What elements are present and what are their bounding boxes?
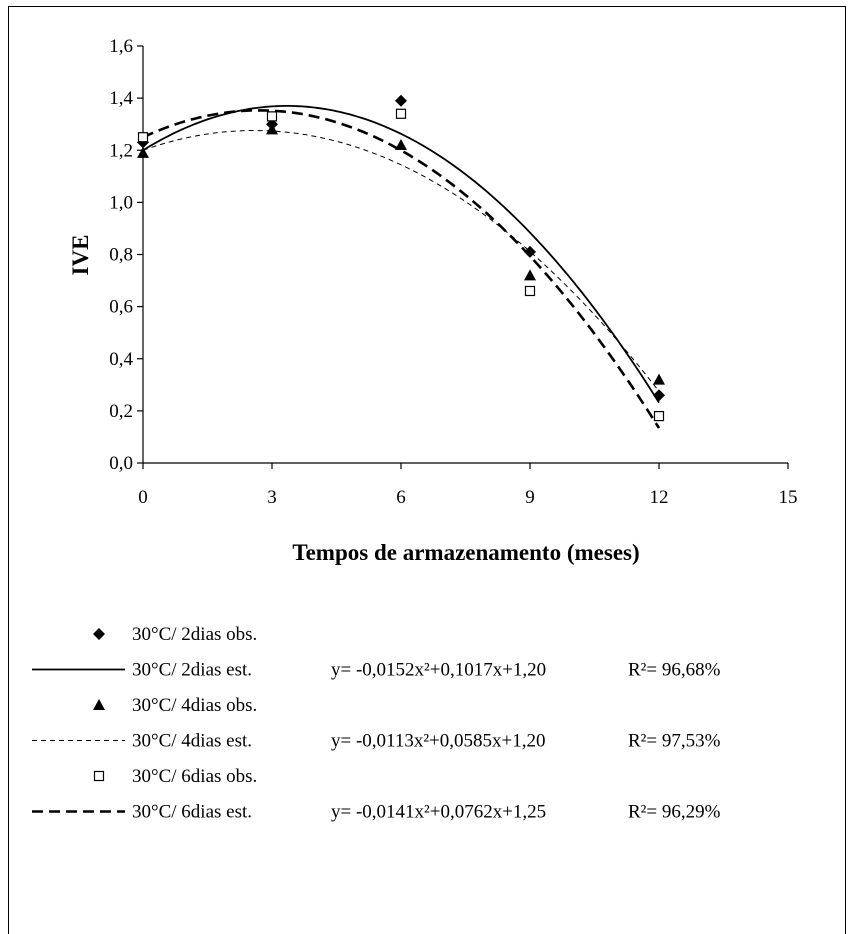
- legend-marker-square-open: [93, 770, 105, 782]
- y-tick-label: 0,4: [109, 349, 133, 370]
- data-point-triangle: [524, 269, 536, 281]
- data-point-diamond: [395, 94, 407, 107]
- x-tick-label: 15: [779, 487, 798, 508]
- legend-label: 30°C/ 2dias obs.: [132, 624, 257, 645]
- data-point-triangle: [653, 373, 665, 385]
- data-point-triangle: [266, 123, 278, 135]
- fit-equation: y= -0,0113x²+0,0585x+1,20: [331, 731, 545, 752]
- legend-label: 30°C/ 2dias est.: [132, 660, 252, 681]
- y-tick-label: 1,4: [109, 88, 133, 109]
- data-point-square-open: [653, 410, 665, 422]
- fit-equation: y= -0,0152x²+0,1017x+1,20: [331, 660, 546, 681]
- data-point-square-open: [266, 111, 278, 122]
- fit-line-3: [142, 130, 660, 392]
- fit-r-squared: R²= 97,53%: [628, 731, 721, 752]
- data-point-diamond: [653, 389, 665, 402]
- fit-lines: [142, 105, 661, 429]
- legend-label: 30°C/ 6dias est.: [132, 802, 252, 823]
- data-point-square-open: [137, 132, 149, 143]
- legend-label: 30°C/ 4dias obs.: [132, 695, 257, 716]
- y-tick-label: 0,2: [109, 401, 133, 422]
- data-point-triangle: [395, 139, 407, 151]
- data-point-square-open: [395, 108, 407, 119]
- legend-marker-diamond: [93, 628, 105, 640]
- y-tick-label: 0,6: [109, 297, 133, 318]
- x-axis-title: Tempos de armazenamento (meses): [292, 540, 639, 565]
- legend-marker-triangle: [93, 699, 105, 710]
- x-tick-label: 6: [396, 487, 406, 508]
- x-tick-label: 3: [267, 487, 277, 508]
- y-tick-label: 1,2: [109, 140, 133, 161]
- y-axis-title: IVE: [68, 235, 93, 276]
- data-point-diamond: [524, 245, 536, 258]
- y-tick-label: 0,8: [109, 245, 133, 266]
- fit-equation: y= -0,0141x²+0,0762x+1,25: [331, 802, 546, 823]
- legend: 30°C/ 2dias obs. 30°C/ 2dias est. y= -0,01…: [32, 624, 721, 823]
- data-point-triangle: [137, 146, 149, 158]
- fit-r-squared: R²= 96,29%: [628, 802, 721, 823]
- figure-frame: [8, 6, 846, 934]
- x-tick-label: 0: [138, 487, 148, 508]
- fit-line-5: [142, 109, 661, 429]
- fit-r-squared: R²= 96,68%: [628, 660, 721, 681]
- y-tick-label: 1,0: [109, 192, 133, 213]
- fit-line-1: [142, 105, 660, 404]
- legend-label: 30°C/ 4dias est.: [132, 731, 252, 752]
- y-tick-label: 0,0: [109, 453, 133, 474]
- data-point-square-open: [524, 285, 536, 297]
- x-tick-label: 12: [650, 487, 669, 508]
- y-tick-label: 1,6: [109, 36, 133, 57]
- data-markers: [137, 94, 665, 422]
- axes: 0,0 0,2 0,4 0,6 0,8 1,0 1,2 1,4 1,6 0 3 6 9 12 15: [109, 36, 797, 508]
- legend-label: 30°C/ 6dias obs.: [132, 766, 257, 787]
- x-tick-label: 9: [525, 487, 535, 508]
